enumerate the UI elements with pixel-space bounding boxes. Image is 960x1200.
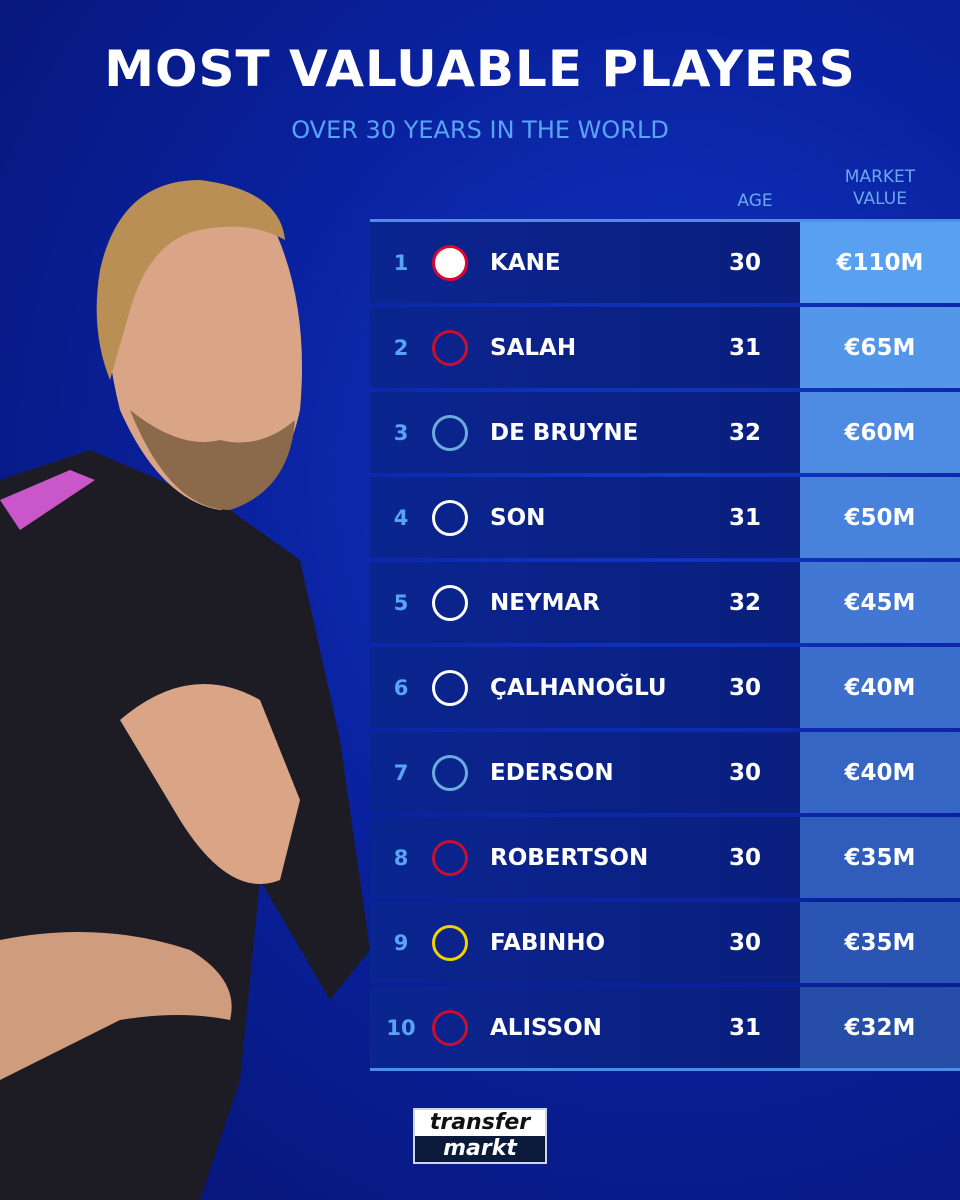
logo-line2: markt (415, 1136, 545, 1162)
market-value: €65M (800, 307, 960, 388)
rank: 2 (393, 335, 409, 360)
market-value: €40M (800, 647, 960, 728)
player-name: EDERSON (490, 759, 614, 786)
row-main: 1 KANE 30 (370, 222, 800, 303)
row-main: 4 SON 31 (370, 477, 800, 558)
player-name: FABINHO (490, 929, 606, 956)
bayern-munich-crest-icon (432, 244, 468, 281)
table-row: 10 ALISSON 31 €32M (370, 987, 960, 1068)
market-value: €35M (800, 817, 960, 898)
table-row: 5 NEYMAR 32 €45M (370, 562, 960, 643)
age-header: AGE (737, 191, 773, 211)
row-main: 3 DE BRUYNE 32 (370, 392, 800, 473)
market-value: €45M (800, 562, 960, 643)
table-row: 2 SALAH 31 €65M (370, 307, 960, 388)
rank: 10 (386, 1015, 416, 1040)
market-value-header-line2: VALUE (853, 189, 907, 209)
table-row: 9 FABINHO 30 €35M (370, 902, 960, 983)
market-value: €110M (800, 222, 960, 303)
rank: 3 (393, 420, 409, 445)
player-name: SON (490, 504, 546, 531)
page-subtitle: OVER 30 YEARS IN THE WORLD (291, 116, 669, 144)
rank: 5 (393, 590, 409, 615)
player-name: KANE (490, 249, 561, 276)
player-name: ÇALHANOĞLU (490, 674, 667, 701)
manchester-city-crest-icon (432, 754, 468, 791)
player-name: ALISSON (490, 1014, 602, 1041)
market-value: €35M (800, 902, 960, 983)
transfermarkt-logo: transfer markt (413, 1108, 547, 1164)
rank: 8 (393, 845, 409, 870)
inter-crest-icon (432, 669, 468, 706)
player-age: 30 (728, 759, 761, 786)
player-age: 30 (728, 929, 761, 956)
row-main: 10 ALISSON 31 (370, 987, 800, 1068)
row-main: 7 EDERSON 30 (370, 732, 800, 813)
rank: 1 (393, 250, 409, 275)
player-age: 32 (728, 419, 761, 446)
table-row: 4 SON 31 €50M (370, 477, 960, 558)
row-main: 2 SALAH 31 (370, 307, 800, 388)
player-age: 31 (728, 1014, 761, 1041)
rank: 6 (393, 675, 409, 700)
logo-line1: transfer (415, 1110, 545, 1136)
row-main: 6 ÇALHANOĞLU 30 (370, 647, 800, 728)
player-age: 32 (728, 589, 761, 616)
market-value-header: MARKET VALUE (800, 166, 960, 210)
tottenham-crest-icon (432, 499, 468, 536)
market-value-header-line1: MARKET (844, 167, 916, 187)
row-main: 5 NEYMAR 32 (370, 562, 800, 643)
player-age: 31 (728, 334, 761, 361)
players-table: 1 KANE 30 €110M 2 SALAH 31 €65M 3 DE BRU… (370, 219, 960, 1071)
table-row: 7 EDERSON 30 €40M (370, 732, 960, 813)
player-photo (0, 180, 370, 1200)
rank: 4 (393, 505, 409, 530)
market-value: €50M (800, 477, 960, 558)
table-row: 6 ÇALHANOĞLU 30 €40M (370, 647, 960, 728)
player-age: 30 (728, 674, 761, 701)
page-title: MOST VALUABLE PLAYERS (104, 40, 856, 98)
player-name: NEYMAR (490, 589, 601, 616)
market-value: €40M (800, 732, 960, 813)
player-name: DE BRUYNE (490, 419, 639, 446)
player-age: 31 (728, 504, 761, 531)
rank: 7 (393, 760, 409, 785)
al-hilal-crest-icon (432, 584, 468, 621)
market-value: €60M (800, 392, 960, 473)
liverpool-crest-icon (432, 329, 468, 366)
rank: 9 (393, 930, 409, 955)
table-row: 8 ROBERTSON 30 €35M (370, 817, 960, 898)
player-name: SALAH (490, 334, 577, 361)
player-age: 30 (728, 249, 761, 276)
liverpool-crest-icon (432, 1009, 468, 1046)
player-name: ROBERTSON (490, 844, 649, 871)
al-ittihad-crest-icon (432, 924, 468, 961)
player-age: 30 (728, 844, 761, 871)
market-value: €32M (800, 987, 960, 1068)
table-row: 3 DE BRUYNE 32 €60M (370, 392, 960, 473)
liverpool-crest-icon (432, 839, 468, 876)
row-main: 8 ROBERTSON 30 (370, 817, 800, 898)
row-main: 9 FABINHO 30 (370, 902, 800, 983)
manchester-city-crest-icon (432, 414, 468, 451)
table-row: 1 KANE 30 €110M (370, 222, 960, 303)
